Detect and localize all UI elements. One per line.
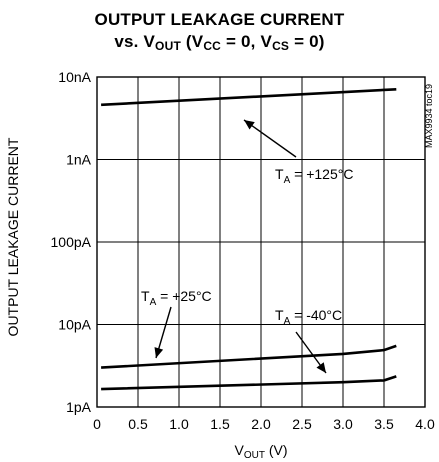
x-tick-label: 3.0 [333, 416, 353, 432]
label-125c: TA = +125°C [275, 166, 353, 186]
chart-title: OUTPUT LEAKAGE CURRENT [94, 10, 345, 29]
y-tick-label: 100pA [51, 234, 92, 250]
chart-subtitle: vs. VOUT (VCC = 0, VCS = 0) [114, 32, 325, 53]
x-tick-label: 2.5 [292, 416, 312, 432]
y-tick-labels: 1pA 10pA 100pA 1nA 10nA [51, 69, 92, 415]
x-tick-label: 0.5 [128, 416, 148, 432]
watermark-label: MAX9934 toc19 [424, 84, 434, 148]
plot-frame [96, 76, 426, 408]
curves [101, 88, 397, 391]
y-tick-label: 1pA [66, 399, 92, 415]
x-tick-label: 3.5 [374, 416, 394, 432]
annotations: TA = +125°C TA = +25°C TA = -40°C [141, 119, 353, 374]
x-tick-label: 1.0 [169, 416, 189, 432]
curve-125c [101, 88, 397, 107]
x-tick-labels: 0 0.5 1.0 1.5 2.0 2.5 3.0 3.5 4.0 [93, 416, 435, 432]
curve-minus40c [101, 375, 397, 391]
y-tick-label: 10nA [58, 69, 91, 85]
x-tick-label: 1.5 [210, 416, 230, 432]
arrow-125c [243, 119, 297, 158]
x-tick-label: 0 [93, 416, 101, 432]
x-axis-label: VOUT (V) [234, 442, 287, 461]
y-axis-label: OUTPUT LEAKAGE CURRENT [5, 137, 21, 336]
label-minus40c: TA = -40°C [275, 307, 342, 327]
arrow-25c [154, 306, 172, 359]
y-tick-label: 10pA [58, 317, 91, 333]
x-tick-label: 2.0 [251, 416, 271, 432]
curve-25c [101, 344, 397, 369]
arrow-minus40c [295, 331, 327, 374]
x-tick-label: 4.0 [415, 416, 435, 432]
y-tick-label: 1nA [66, 152, 92, 168]
label-25c: TA = +25°C [141, 288, 212, 308]
